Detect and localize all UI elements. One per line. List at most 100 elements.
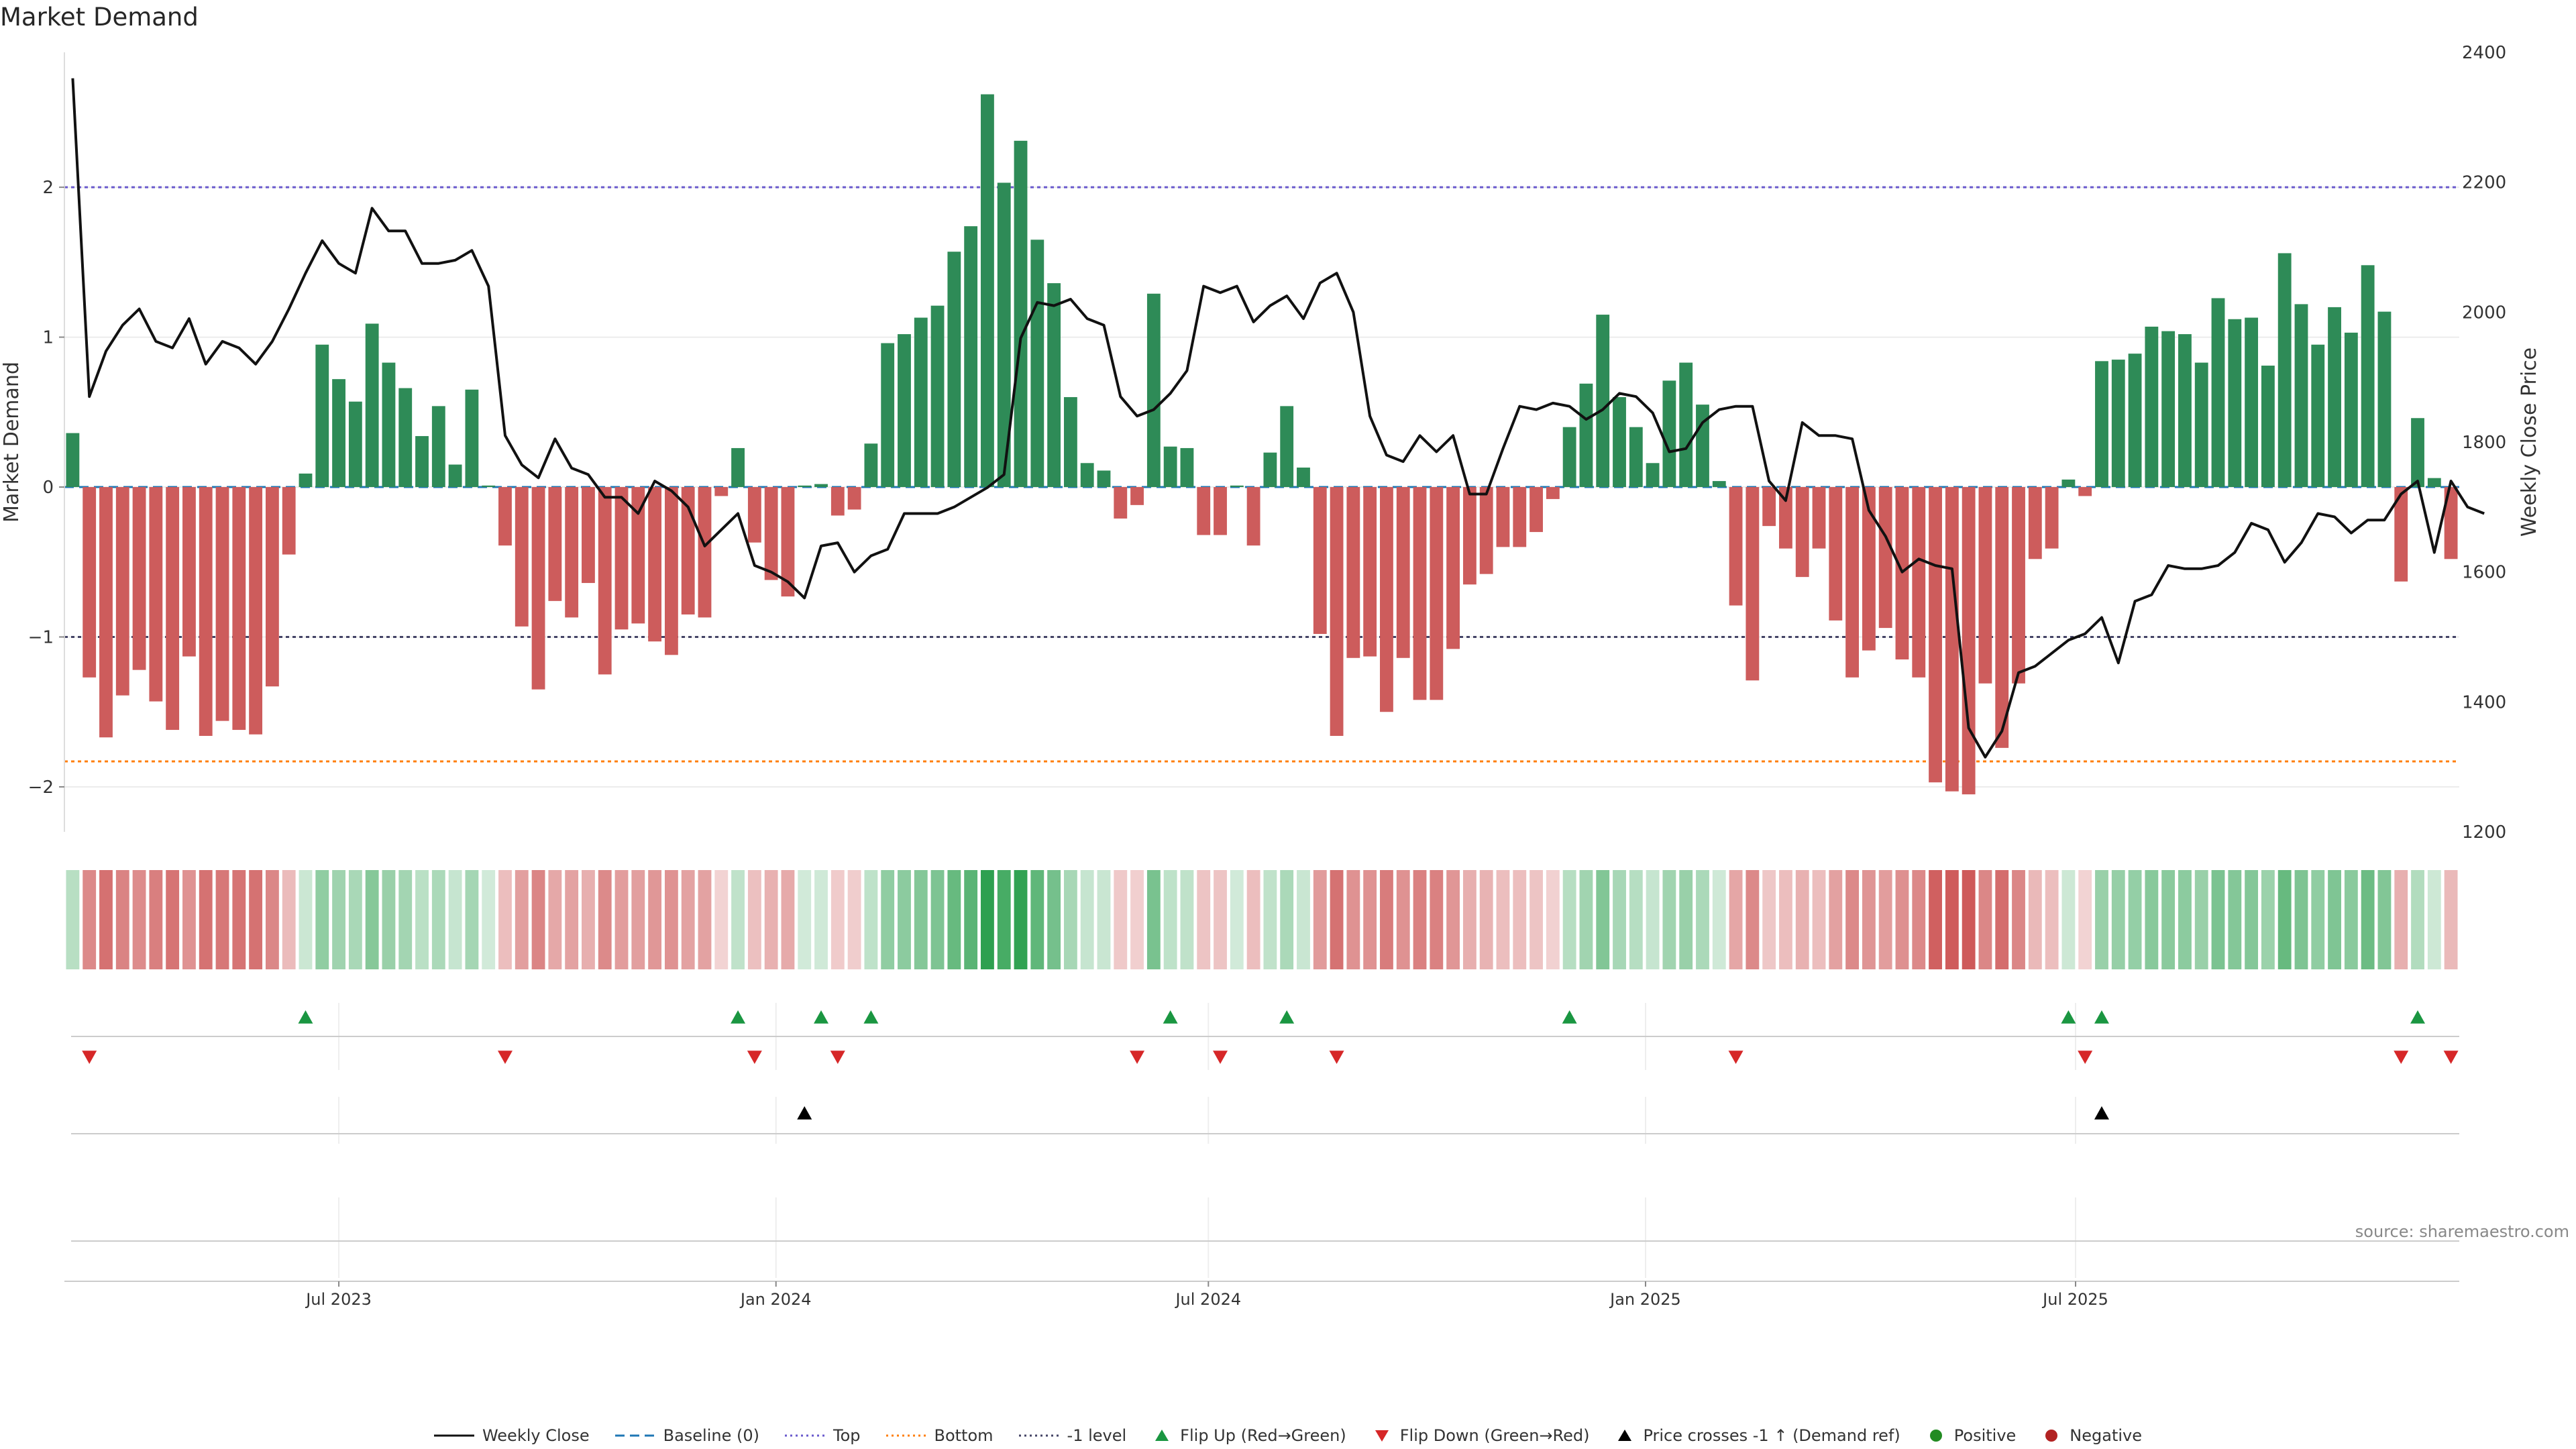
strip-cell xyxy=(1396,870,1410,969)
demand-bar xyxy=(1646,463,1660,488)
strip-cell xyxy=(282,870,296,969)
strip-cell xyxy=(1479,870,1493,969)
x-tick-label: Jul 2025 xyxy=(2041,1290,2108,1309)
strip-cell xyxy=(448,870,462,969)
strip-cell xyxy=(1080,870,1094,969)
demand-bar xyxy=(614,487,629,630)
strip-cell xyxy=(548,870,562,969)
strip-cell xyxy=(315,870,329,969)
demand-bar xyxy=(1280,406,1294,488)
demand-bar xyxy=(1380,487,1393,712)
strip-cell xyxy=(1746,870,1760,969)
strip-cell xyxy=(531,870,545,969)
y-tick-label: −2 xyxy=(28,777,54,798)
strip-cell xyxy=(215,870,229,969)
flip-down-marker xyxy=(497,1051,513,1064)
strip-cell xyxy=(1380,870,1393,969)
demand-bar xyxy=(830,487,845,516)
strip-cell xyxy=(1662,870,1676,969)
legend-label: Top xyxy=(833,1426,861,1445)
legend-label: Weekly Close xyxy=(482,1426,590,1445)
x-tick-label: Jul 2024 xyxy=(1174,1290,1241,1309)
strip-cell xyxy=(1263,870,1277,969)
demand-bar xyxy=(1097,470,1111,488)
demand-bar xyxy=(731,447,745,488)
demand-bar xyxy=(1163,446,1177,488)
demand-bar xyxy=(1430,487,1444,700)
flip-up-marker xyxy=(1279,1010,1295,1024)
demand-bar xyxy=(1479,487,1493,574)
y2-tick-label: 1200 xyxy=(2462,822,2506,843)
demand-bar xyxy=(1297,467,1310,488)
strip-cell xyxy=(1030,870,1044,969)
demand-bar xyxy=(332,379,345,488)
strip-cell xyxy=(1895,870,1909,969)
strip-cell xyxy=(2111,870,2125,969)
demand-bar xyxy=(1363,487,1377,657)
demand-bar xyxy=(83,487,97,678)
strip-cell xyxy=(1829,870,1843,969)
legend-swatch xyxy=(1929,1430,1942,1442)
demand-bar xyxy=(1496,487,1510,547)
flip-down-marker xyxy=(830,1051,845,1064)
demand-bar xyxy=(2294,304,2308,488)
flip-down-marker xyxy=(747,1051,762,1064)
strip-cell xyxy=(249,870,263,969)
strip-cell xyxy=(2012,870,2025,969)
strip-cell xyxy=(847,870,861,969)
strip-cell xyxy=(1197,870,1211,969)
flip-down-marker xyxy=(2443,1051,2459,1064)
demand-bar xyxy=(1330,487,1344,736)
demand-bar xyxy=(565,487,579,618)
y-tick-label: 0 xyxy=(42,478,54,498)
demand-bar xyxy=(515,487,529,627)
axes: −2 −1 0 1 2 1200 1400 1600 1800 2000 2200 2400 Marke… xyxy=(0,43,2541,1309)
strip-cell xyxy=(332,870,345,969)
strip-cell xyxy=(747,870,761,969)
demand-bar xyxy=(2211,298,2225,488)
y2-tick-label: 1400 xyxy=(2462,692,2506,712)
strip-cell xyxy=(1529,870,1543,969)
demand-bar xyxy=(1696,405,1709,488)
strip-cell xyxy=(1596,870,1610,969)
flip-up-marker xyxy=(2410,1010,2426,1024)
legend-label: Positive xyxy=(1953,1426,2017,1445)
flip-down-marker xyxy=(1728,1051,1743,1064)
reference-lines xyxy=(64,186,2459,763)
demand-bar xyxy=(2194,362,2208,488)
strip-cell xyxy=(1462,870,1477,969)
demand-bar xyxy=(1746,487,1760,681)
legend-label: -1 level xyxy=(1067,1426,1127,1445)
legend-item: Baseline (0) xyxy=(614,1426,759,1445)
demand-bar xyxy=(1346,487,1360,658)
demand-bar xyxy=(2128,354,2142,488)
strip-cell xyxy=(2045,870,2059,969)
demand-bar xyxy=(997,182,1011,488)
strip-cell xyxy=(565,870,579,969)
strip-cell xyxy=(614,870,629,969)
demand-bar xyxy=(1313,487,1327,635)
demand-bar xyxy=(431,406,445,488)
demand-bar xyxy=(1014,140,1028,488)
strip-cell xyxy=(1297,870,1310,969)
demand-bar xyxy=(182,487,196,657)
demand-bar xyxy=(864,443,878,488)
demand-bar xyxy=(881,343,895,488)
flip-up-marker xyxy=(731,1010,746,1024)
demand-bar xyxy=(1579,383,1593,488)
strip-cell xyxy=(299,870,313,969)
demand-bar xyxy=(115,487,129,696)
demand-bar xyxy=(1146,293,1161,488)
demand-bar xyxy=(1047,283,1061,488)
demand-bar xyxy=(2261,366,2275,488)
strip-cell xyxy=(631,870,645,969)
flip-up-marker xyxy=(298,1010,313,1024)
legend-item: Price crosses -1 ↑ (Demand ref) xyxy=(1615,1426,1900,1445)
demand-bar xyxy=(1845,487,1860,678)
demand-bar xyxy=(498,487,512,546)
legend-label: Flip Up (Red→Green) xyxy=(1180,1426,1346,1445)
strip-cell xyxy=(1945,870,1959,969)
demand-bar xyxy=(2328,307,2341,488)
strip-cell xyxy=(1180,870,1194,969)
